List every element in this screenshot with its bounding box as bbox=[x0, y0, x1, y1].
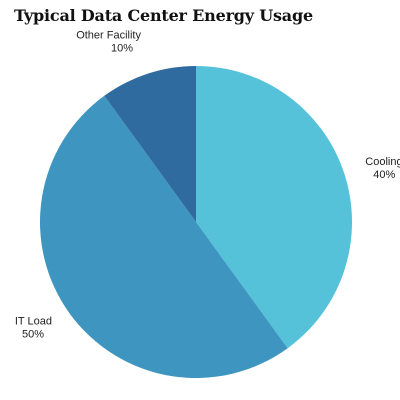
pie-slices bbox=[39, 66, 353, 379]
pie-slice-other-facility bbox=[104, 66, 196, 222]
pie-slice-it-load bbox=[39, 95, 288, 379]
pie-label-name: IT Load bbox=[15, 316, 52, 328]
pie-label-other-facility: Other Facility 10% bbox=[76, 30, 141, 55]
pie-label-name: Other Facility bbox=[76, 30, 141, 42]
pie-slice-cooling bbox=[196, 66, 353, 349]
pie-labels: Cooling 40% IT Load 50% Other Facility 10% bbox=[15, 30, 400, 341]
pie-label-cooling: Cooling 40% bbox=[365, 156, 400, 181]
pie-label-value: 50% bbox=[22, 329, 44, 341]
pie-label-name: Cooling bbox=[365, 156, 400, 168]
pie-label-value: 40% bbox=[373, 169, 395, 181]
pie-label-value: 10% bbox=[111, 43, 133, 55]
pie-label-it-load: IT Load 50% bbox=[15, 316, 52, 341]
chart-title: Typical Data Center Energy Usage bbox=[14, 6, 313, 25]
